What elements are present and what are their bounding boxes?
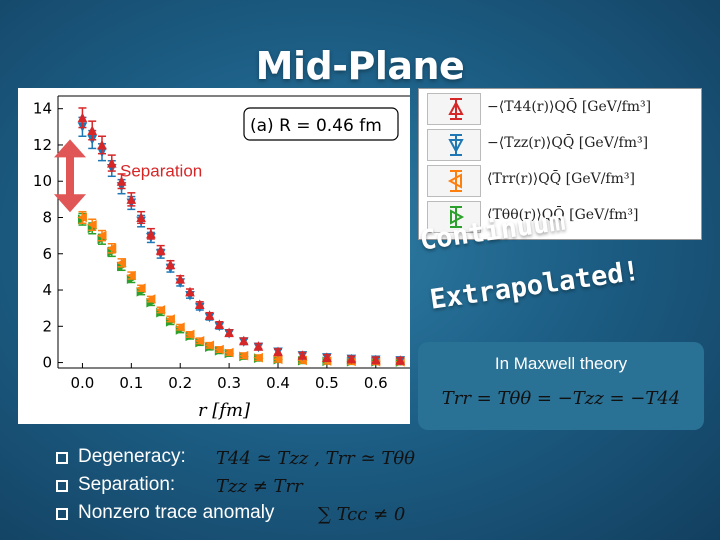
legend-entry-tzz: −⟨Tzz(r)⟩QQ̄ [GeV/fm³] [419, 127, 701, 161]
separation-arrow-head-down [54, 194, 86, 213]
triangle-left-icon [447, 170, 462, 192]
data-point [238, 335, 249, 346]
legend-marker-t44 [427, 93, 481, 125]
checkbox-bullet-icon [56, 480, 68, 492]
data-point [253, 341, 264, 351]
data-point [370, 354, 381, 365]
data-point [165, 314, 175, 324]
data-point [194, 335, 205, 346]
data-point [322, 352, 332, 362]
data-point [223, 347, 234, 358]
legend-entry-trr: ⟨Trr(r)⟩QQ̄ [GeV/fm³] [419, 163, 701, 197]
data-point [126, 270, 136, 281]
bullet-label: Separation: [78, 474, 176, 495]
data-point [214, 319, 225, 329]
y-tick-label: 14 [33, 100, 52, 118]
data-point [224, 327, 234, 338]
data-point [204, 310, 215, 320]
triangle-up-icon [448, 98, 464, 120]
bullet-label: Nonzero trace anomaly [78, 502, 275, 523]
data-point [155, 305, 166, 315]
y-tick-label: 0 [42, 354, 52, 372]
bullet-math: Tzz ≠ Trr [216, 476, 303, 497]
legend-entry-t44: −⟨T44(r)⟩QQ̄ [GeV/fm³] [419, 91, 701, 125]
x-tick-label: 0.6 [364, 374, 388, 392]
data-point [106, 157, 117, 168]
data-point [77, 212, 87, 223]
x-tick-label: 0.1 [119, 374, 143, 392]
data-point [87, 125, 98, 135]
data-point [185, 286, 195, 297]
legend-label-tzz: −⟨Tzz(r)⟩QQ̄ [GeV/fm³] [487, 135, 649, 151]
legend-marker-ttheta [427, 201, 481, 233]
separation-arrow-head-up [54, 139, 86, 158]
data-point [106, 243, 117, 254]
data-point [97, 139, 107, 150]
legend-label-ttheta: ⟨Tθθ(r)⟩QQ̄ [GeV/fm³] [487, 207, 639, 223]
separation-label: Separation [120, 161, 202, 180]
data-point [116, 258, 127, 268]
data-point [136, 212, 146, 222]
triangle-right-icon [450, 206, 465, 228]
data-point [175, 322, 185, 333]
data-point [146, 228, 156, 239]
data-point [346, 353, 357, 364]
y-tick-label: 6 [42, 245, 52, 263]
data-point [253, 352, 263, 363]
legend-label-t44: −⟨T44(r)⟩QQ̄ [GeV/fm³] [487, 99, 652, 115]
maxwell-equation: Trr = Tθθ = −Tzz = −T44 [441, 388, 681, 409]
data-point [272, 354, 283, 365]
data-point [184, 329, 195, 340]
stress-tensor-chart: 0 2 4 6 8 10 12 14 0.0 0.1 0.2 0.3 0.4 0.5 0.6 r [fm] (… [18, 88, 410, 424]
bullet-math: T44 ≃ Tzz , Trr ≃ Tθθ [216, 448, 415, 469]
legend-marker-trr [427, 165, 481, 197]
y-tick-label: 8 [42, 208, 52, 226]
triangle-down-icon [448, 134, 464, 156]
data-point [165, 259, 176, 270]
data-point [87, 219, 97, 230]
legend-marker-tzz [427, 129, 481, 161]
data-point [155, 245, 166, 255]
x-tick-label: 0.5 [315, 374, 339, 392]
data-point [204, 340, 215, 351]
annotation-text: (a) R = 0.46 fm [250, 116, 382, 136]
legend-entry-ttheta: ⟨Tθθ(r)⟩QQ̄ [GeV/fm³] [419, 199, 701, 233]
x-tick-label: 0.0 [71, 374, 95, 392]
data-point [194, 299, 205, 310]
x-tick-label: 0.2 [168, 374, 192, 392]
data-point [238, 350, 249, 361]
x-tick-label: 0.4 [266, 374, 290, 392]
legend-label-trr: ⟨Trr(r)⟩QQ̄ [GeV/fm³] [487, 171, 635, 187]
data-point [395, 355, 406, 365]
extrapolated-annotation: Extrapolated! [428, 255, 642, 316]
annotation-box [243, 107, 399, 141]
chart-legend: −⟨T44(r)⟩QQ̄ [GeV/fm³] −⟨Tzz(r)⟩QQ̄ [GeV… [418, 88, 702, 240]
data-point [273, 346, 283, 357]
data-point [126, 194, 137, 204]
data-point [135, 283, 146, 294]
y-tick-label: 4 [42, 281, 52, 299]
x-tick-label: 0.3 [217, 374, 241, 392]
y-tick-label: 2 [42, 317, 52, 335]
y-tick-label: 10 [33, 172, 52, 190]
data-point [175, 274, 186, 284]
maxwell-heading: In Maxwell theory [494, 354, 628, 373]
bullet-math: ∑ Tcc ≠ 0 [318, 504, 406, 525]
data-point [145, 294, 156, 304]
checkbox-bullet-icon [56, 452, 68, 464]
bullet-label: Degeneracy: [78, 446, 186, 467]
data-point [214, 344, 224, 355]
data-point [116, 176, 127, 186]
data-point [77, 112, 88, 123]
slide-title: Mid-Plane [255, 44, 465, 88]
maxwell-theory-box: In Maxwell theory Trr = Tθθ = −Tzz = −T4… [418, 342, 704, 430]
x-axis-label: r [fm] [198, 400, 251, 421]
y-tick-label: 12 [33, 136, 52, 154]
data-point [96, 230, 107, 241]
data-point [297, 350, 308, 360]
checkbox-bullet-icon [56, 508, 68, 520]
series-0 [77, 107, 406, 365]
